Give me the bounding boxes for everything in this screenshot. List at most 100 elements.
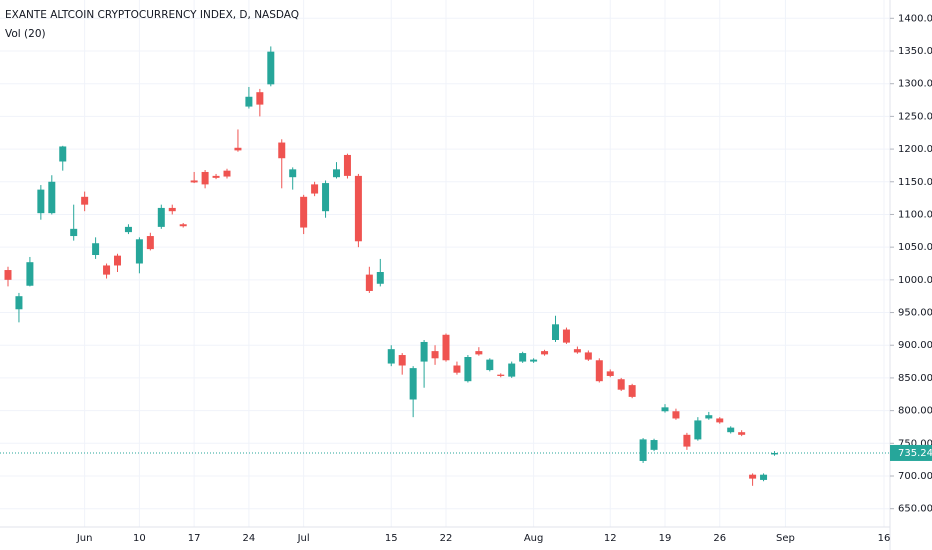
candle-body xyxy=(420,341,428,362)
candle-body xyxy=(683,434,691,447)
y-tick-label: 1300.00 xyxy=(898,79,932,90)
candle-body xyxy=(409,368,417,400)
candle-body xyxy=(573,349,581,353)
candle-body xyxy=(760,474,768,480)
y-tick-label: 650.00 xyxy=(898,504,932,515)
x-tick-label: 10 xyxy=(133,533,146,544)
candle-body xyxy=(92,243,100,255)
y-tick-label: 1250.00 xyxy=(898,111,932,122)
candle-body xyxy=(738,432,746,435)
candle-body xyxy=(716,418,724,423)
x-tick-label: Sep xyxy=(776,533,795,544)
candle-body xyxy=(179,224,187,227)
candle-body xyxy=(365,274,373,291)
x-tick-label: 17 xyxy=(188,533,201,544)
candle-body xyxy=(278,142,286,159)
candle-body xyxy=(333,169,340,178)
candle-body xyxy=(606,371,614,376)
candle-body xyxy=(70,228,78,237)
candle-body xyxy=(354,175,362,242)
candle-body xyxy=(497,374,505,376)
candle-body xyxy=(650,440,658,450)
candle-body xyxy=(398,355,406,366)
candle-body xyxy=(584,352,592,360)
candle-body xyxy=(190,180,198,183)
candle-body xyxy=(661,407,669,412)
x-tick-label: 26 xyxy=(713,533,726,544)
candle-body xyxy=(157,207,165,227)
candle-body xyxy=(552,324,559,340)
y-tick-label: 850.00 xyxy=(898,373,932,384)
y-tick-label: 900.00 xyxy=(898,340,932,351)
candle-body xyxy=(135,239,143,264)
x-tick-label: Jun xyxy=(76,533,93,544)
y-tick-label: 800.00 xyxy=(898,406,932,417)
candle-body xyxy=(727,427,735,433)
candle-body xyxy=(519,353,527,362)
candle-body xyxy=(124,226,132,233)
candle-body xyxy=(628,385,636,397)
candle-body xyxy=(617,379,625,390)
candle-body xyxy=(256,92,264,105)
candle-body xyxy=(387,349,395,364)
x-tick-label: 22 xyxy=(440,533,453,544)
candle-body xyxy=(59,146,67,162)
candle-body xyxy=(15,296,23,310)
x-tick-label: 12 xyxy=(604,533,617,544)
y-tick-label: 1100.00 xyxy=(898,209,932,220)
candle-body xyxy=(267,51,275,85)
y-tick-label: 1050.00 xyxy=(898,242,932,253)
candle-body xyxy=(486,359,494,371)
candle-body xyxy=(705,415,713,419)
y-tick-label: 950.00 xyxy=(898,308,932,319)
candle-body xyxy=(245,96,253,107)
candle-body xyxy=(37,189,45,214)
candle-body xyxy=(311,184,319,194)
x-tick-label: 24 xyxy=(243,533,256,544)
candle-body xyxy=(431,351,439,359)
y-tick-label: 750.00 xyxy=(898,438,932,449)
candle-body xyxy=(771,452,778,455)
candle-body xyxy=(322,183,330,212)
candle-body xyxy=(672,411,680,419)
candle-body xyxy=(508,363,516,377)
candle-body xyxy=(376,272,384,284)
candle-body xyxy=(223,170,231,177)
y-tick-label: 1200.00 xyxy=(898,144,932,155)
y-tick-label: 700.00 xyxy=(898,471,932,482)
candle-body xyxy=(26,262,34,286)
last-price-label: 735.24 xyxy=(898,448,932,459)
candle-body xyxy=(530,359,538,362)
candle-body xyxy=(453,365,461,373)
candle-body xyxy=(562,329,570,343)
candle-body xyxy=(475,351,483,355)
candle-body xyxy=(289,169,297,178)
candle-body xyxy=(4,270,12,280)
candle-body xyxy=(541,351,549,355)
candle-body xyxy=(442,334,450,361)
y-tick-label: 1150.00 xyxy=(898,177,932,188)
candle-body xyxy=(343,154,351,176)
last-price-box xyxy=(890,444,932,461)
y-tick-label: 1400.00 xyxy=(898,13,932,24)
candle-body xyxy=(114,255,121,266)
x-tick-label: 19 xyxy=(659,533,672,544)
candle-body xyxy=(81,196,89,205)
candles xyxy=(4,46,778,486)
candle-body xyxy=(694,420,702,440)
candle-body xyxy=(595,360,603,382)
x-tick-label: Jul xyxy=(297,533,310,544)
candle-body xyxy=(639,439,647,461)
x-tick-label: 15 xyxy=(385,533,398,544)
y-tick-label: 1000.00 xyxy=(898,275,932,286)
candle-body xyxy=(234,147,242,151)
candle-body xyxy=(212,175,220,178)
x-tick-label: Aug xyxy=(524,533,544,544)
x-tick-label: 16 xyxy=(878,533,891,544)
chart-title: EXANTE ALTCOIN CRYPTOCURRENCY INDEX, D, … xyxy=(5,9,299,21)
candle-body xyxy=(464,357,472,382)
candle-body xyxy=(48,181,56,214)
candle-body xyxy=(103,265,111,275)
